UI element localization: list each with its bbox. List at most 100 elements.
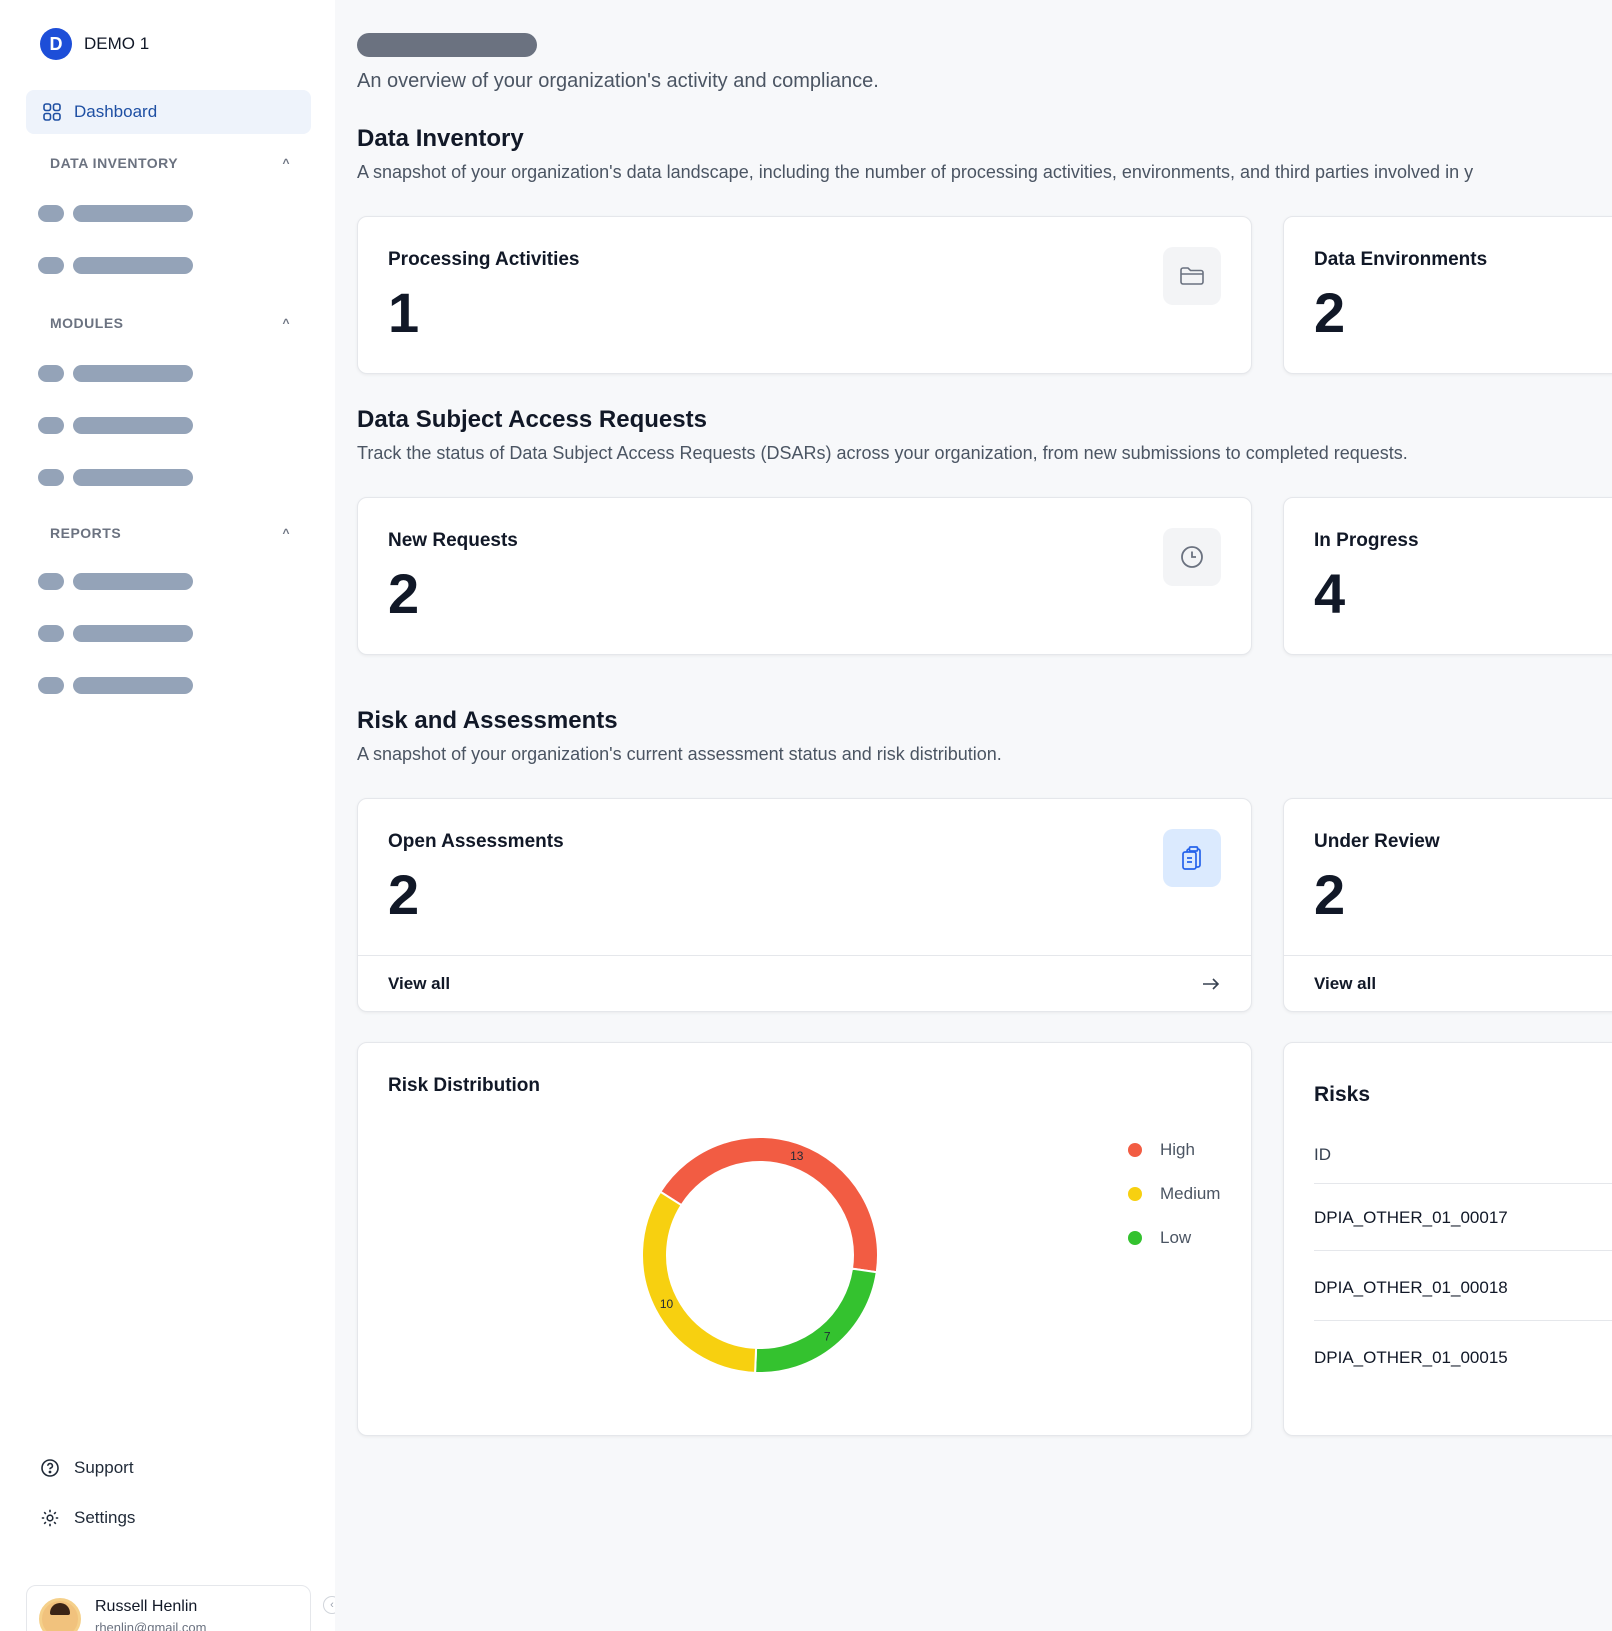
- page-title-redacted: [357, 33, 537, 57]
- sidebar-item-placeholder[interactable]: [38, 257, 193, 274]
- data-label-low: 7: [824, 1329, 831, 1343]
- dsar-description: Track the status of Data Subject Access …: [357, 443, 1408, 463]
- legend-label: Low: [1160, 1228, 1192, 1247]
- workspace-logo: D: [40, 28, 72, 60]
- legend-label: Medium: [1160, 1184, 1221, 1203]
- help-circle-icon: [41, 1459, 59, 1477]
- card-value: 2: [1314, 281, 1346, 344]
- sidebar-item-placeholder[interactable]: [38, 417, 193, 434]
- legend-swatch: [1128, 1231, 1142, 1245]
- avatar: [39, 1598, 81, 1631]
- card-value: 1: [388, 281, 420, 344]
- legend-label: High: [1160, 1140, 1195, 1159]
- clipboard-icon: [1163, 829, 1221, 887]
- card-value: 2: [1314, 863, 1346, 926]
- user-menu[interactable]: Russell Henlin rhenlin@gmail.com: [26, 1585, 311, 1631]
- card-data-environments[interactable]: Data Environments 2: [1283, 216, 1612, 374]
- sidebar-item-placeholder[interactable]: [38, 625, 193, 642]
- settings-label: Settings: [74, 1508, 136, 1527]
- data-label-medium: 10: [660, 1297, 674, 1311]
- sidebar: D DEMO 1 Dashboard DATA INVENTORY ^ MODU…: [0, 0, 335, 1631]
- data-label-high: 13: [790, 1149, 804, 1163]
- card-in-progress[interactable]: In Progress 4: [1283, 497, 1612, 655]
- chevron-up-icon: ^: [282, 526, 290, 540]
- main-content: An overview of your organization's activ…: [335, 0, 1612, 1631]
- legend-item-medium[interactable]: Medium: [1128, 1172, 1220, 1216]
- card-processing-activities[interactable]: Processing Activities 1: [357, 216, 1252, 374]
- donut-slice-low[interactable]: [754, 1267, 878, 1374]
- view-all-label: View all: [1314, 973, 1377, 993]
- workspace-switcher[interactable]: D DEMO 1: [40, 28, 149, 60]
- support-link[interactable]: Support: [40, 1458, 134, 1478]
- section-reports[interactable]: REPORTS ^: [50, 525, 290, 541]
- card-open-assessments[interactable]: Open Assessments 2 View all: [357, 798, 1252, 1012]
- user-name: Russell Henlin: [95, 1598, 198, 1615]
- placeholder-label: [73, 365, 193, 382]
- card-under-review[interactable]: Under Review 2 View all: [1283, 798, 1612, 1012]
- donut-slice-high[interactable]: [658, 1136, 879, 1274]
- donut-slice-medium[interactable]: [641, 1190, 758, 1374]
- placeholder-icon: [38, 677, 64, 694]
- view-all-link[interactable]: View all: [1284, 955, 1612, 1011]
- placeholder-label: [73, 573, 193, 590]
- card-value: 2: [388, 863, 420, 926]
- legend-swatch: [1128, 1143, 1142, 1157]
- page-subtitle: An overview of your organization's activ…: [357, 70, 879, 92]
- sidebar-item-label: Dashboard: [74, 102, 158, 121]
- arrow-right-icon: [1203, 977, 1220, 990]
- table-row[interactable]: DPIA_OTHER_01_00017: [1314, 1208, 1612, 1251]
- placeholder-icon: [38, 417, 64, 434]
- section-label: DATA INVENTORY: [50, 155, 179, 171]
- sidebar-item-placeholder[interactable]: [38, 469, 193, 486]
- legend-item-low[interactable]: Low: [1128, 1216, 1220, 1260]
- view-all-link[interactable]: View all: [358, 955, 1251, 1011]
- support-label: Support: [74, 1458, 134, 1477]
- legend-swatch: [1128, 1187, 1142, 1201]
- card-label: Data Environments: [1314, 249, 1488, 270]
- chevron-up-icon: ^: [282, 156, 290, 170]
- card-label: Open Assessments: [388, 831, 564, 852]
- placeholder-icon: [38, 365, 64, 382]
- placeholder-label: [73, 677, 193, 694]
- view-all-label: View all: [388, 973, 451, 993]
- placeholder-icon: [38, 573, 64, 590]
- legend-item-high[interactable]: High: [1128, 1128, 1220, 1172]
- data-inventory-description: A snapshot of your organization's data l…: [357, 162, 1474, 182]
- sidebar-item-placeholder[interactable]: [38, 677, 193, 694]
- placeholder-label: [73, 417, 193, 434]
- section-label: MODULES: [50, 315, 124, 331]
- grid-icon: [43, 103, 61, 121]
- risk-distribution-card: Risk Distribution 13 7 10 High Medium Low: [357, 1042, 1252, 1436]
- risks-title: Risks: [1314, 1083, 1371, 1106]
- sidebar-item-placeholder[interactable]: [38, 573, 193, 590]
- chevron-up-icon: ^: [282, 316, 290, 330]
- risk-description: A snapshot of your organization's curren…: [357, 744, 1002, 764]
- user-email: rhenlin@gmail.com: [95, 1620, 207, 1631]
- sidebar-item-placeholder[interactable]: [38, 205, 193, 222]
- table-row[interactable]: DPIA_OTHER_01_00018: [1314, 1278, 1612, 1321]
- table-header-id[interactable]: ID: [1314, 1145, 1612, 1184]
- section-modules[interactable]: MODULES ^: [50, 315, 290, 331]
- card-new-requests[interactable]: New Requests 2: [357, 497, 1252, 655]
- card-value: 2: [388, 562, 420, 625]
- placeholder-icon: [38, 205, 64, 222]
- risk-distribution-title: Risk Distribution: [388, 1075, 541, 1096]
- chevron-left-icon: ‹: [330, 1599, 334, 1611]
- chart-legend: High Medium Low: [1128, 1128, 1220, 1260]
- card-label: Processing Activities: [388, 249, 580, 270]
- placeholder-icon: [38, 625, 64, 642]
- settings-link[interactable]: Settings: [40, 1508, 135, 1528]
- sidebar-item-dashboard[interactable]: Dashboard: [26, 90, 311, 134]
- card-value: 4: [1314, 562, 1346, 625]
- sidebar-item-placeholder[interactable]: [38, 365, 193, 382]
- risk-title: Risk and Assessments: [357, 707, 618, 734]
- gear-icon: [41, 1509, 59, 1527]
- placeholder-icon: [38, 257, 64, 274]
- placeholder-label: [73, 205, 193, 222]
- section-data-inventory[interactable]: DATA INVENTORY ^: [50, 155, 290, 171]
- card-label: Under Review: [1314, 831, 1440, 852]
- risk-donut-chart: 13 7 10: [641, 1136, 879, 1374]
- dsar-title: Data Subject Access Requests: [357, 406, 707, 433]
- card-label: In Progress: [1314, 530, 1419, 551]
- table-row[interactable]: DPIA_OTHER_01_00015: [1314, 1348, 1508, 1367]
